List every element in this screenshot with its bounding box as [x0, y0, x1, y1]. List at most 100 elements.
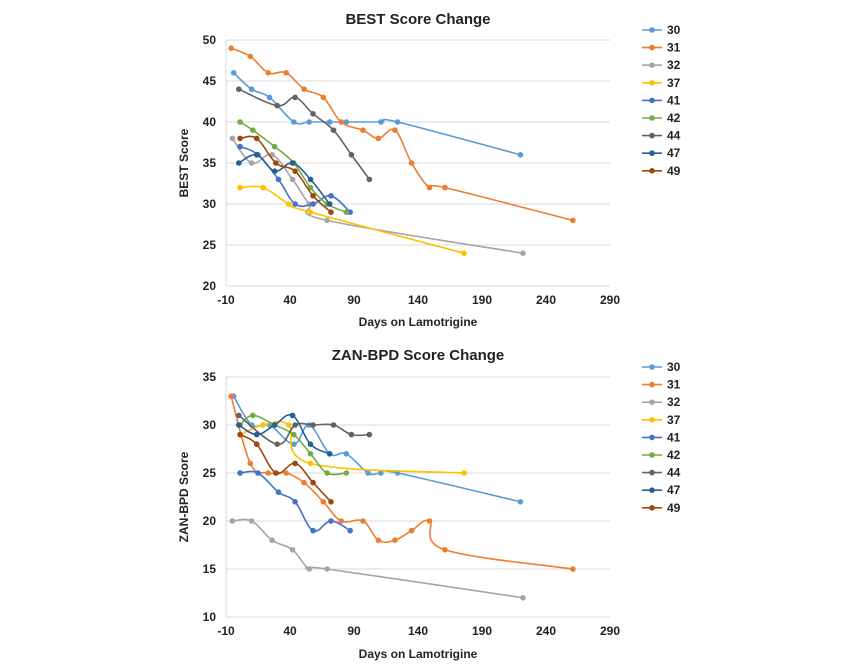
legend-marker — [649, 505, 655, 511]
data-point — [253, 135, 260, 142]
legend-marker — [649, 452, 655, 458]
x-tick-label: 290 — [600, 624, 620, 638]
data-point — [228, 45, 234, 51]
series-49 — [237, 431, 334, 505]
y-tick-label: 30 — [203, 418, 217, 432]
data-point — [260, 184, 266, 191]
legend-item-30: 30 — [642, 23, 681, 37]
data-point — [271, 168, 278, 174]
data-point — [285, 422, 292, 428]
legend-marker — [649, 62, 655, 68]
series-42 — [237, 119, 350, 215]
data-point — [310, 201, 316, 207]
data-point — [520, 595, 526, 601]
legend-label: 44 — [667, 129, 681, 143]
data-point — [271, 422, 278, 428]
y-tick-label: 20 — [203, 279, 217, 293]
legend-label: 32 — [667, 58, 681, 72]
data-point — [307, 451, 314, 457]
data-point — [375, 537, 382, 543]
legend-marker — [649, 168, 655, 174]
series-line — [230, 47, 574, 222]
legend-item-31: 31 — [642, 41, 681, 55]
data-point — [289, 547, 296, 553]
legend-item-44: 44 — [642, 129, 681, 143]
series-31 — [228, 45, 576, 224]
data-point — [307, 441, 314, 448]
x-axis-label: Days on Lamotrigine — [359, 315, 478, 329]
data-point — [230, 70, 237, 76]
data-point — [291, 119, 297, 125]
data-point — [517, 499, 524, 505]
data-point — [306, 566, 313, 572]
data-point — [237, 143, 243, 150]
data-point — [442, 547, 448, 553]
data-point — [338, 518, 345, 524]
chart-panel-1: 20 25 30 35 40 45 50 -10 40 90 140 190 240 290 BEST Sc… — [177, 11, 681, 329]
data-point — [248, 422, 255, 428]
data-point — [306, 119, 313, 125]
legend-label: 42 — [667, 448, 681, 462]
data-point — [338, 119, 345, 125]
data-point — [260, 422, 266, 428]
legend-label: 47 — [667, 483, 681, 497]
legend-item-49: 49 — [642, 164, 681, 178]
data-point — [307, 184, 314, 191]
data-point — [307, 209, 314, 215]
y-tick-label: 25 — [203, 238, 217, 252]
legend-label: 44 — [667, 466, 681, 480]
data-point — [248, 160, 255, 166]
data-point — [236, 160, 242, 166]
data-point — [292, 499, 298, 505]
legend-item-37: 37 — [642, 76, 681, 90]
series-line — [232, 518, 524, 599]
data-point — [378, 119, 384, 125]
series-44 — [236, 86, 373, 183]
x-tick-label: 290 — [600, 293, 620, 307]
chart-title: BEST Score Change — [345, 11, 490, 28]
data-point — [570, 566, 576, 572]
legend-label: 30 — [667, 360, 681, 374]
series-44 — [236, 412, 373, 448]
data-point — [307, 176, 314, 183]
data-point — [250, 127, 256, 133]
legend-marker — [649, 399, 655, 406]
legend-item-41: 41 — [642, 93, 681, 107]
x-tick-label: 240 — [536, 293, 556, 307]
data-point — [343, 209, 350, 215]
data-point — [283, 70, 289, 76]
data-point — [461, 470, 467, 476]
data-point — [292, 94, 298, 101]
data-point — [266, 94, 273, 101]
data-point — [273, 470, 279, 476]
data-point — [461, 250, 467, 256]
y-tick-label: 35 — [203, 156, 217, 170]
data-point — [291, 431, 297, 438]
data-point — [330, 422, 337, 428]
x-axis-label: Days on Lamotrigine — [359, 647, 478, 661]
x-tick-label: 140 — [408, 293, 428, 307]
chart-title: ZAN-BPD Score Change — [332, 347, 505, 364]
data-point — [228, 393, 234, 400]
series-32 — [229, 135, 526, 256]
series-line — [238, 413, 331, 455]
x-tick-label: 90 — [347, 293, 361, 307]
x-tick-label: -10 — [217, 293, 235, 307]
series-49 — [237, 135, 334, 215]
data-point — [274, 102, 281, 109]
data-point — [274, 441, 281, 448]
legend-item-42: 42 — [642, 448, 681, 462]
data-point — [320, 94, 327, 101]
series-line — [240, 185, 465, 254]
data-point — [247, 460, 254, 467]
data-point — [310, 527, 316, 534]
data-point — [328, 209, 334, 215]
data-point — [426, 518, 433, 524]
data-point — [392, 127, 398, 133]
x-tick-label: 40 — [283, 624, 297, 638]
data-point — [291, 441, 297, 448]
legend-item-37: 37 — [642, 413, 681, 427]
series-line — [239, 135, 332, 213]
legend-label: 31 — [667, 378, 681, 392]
